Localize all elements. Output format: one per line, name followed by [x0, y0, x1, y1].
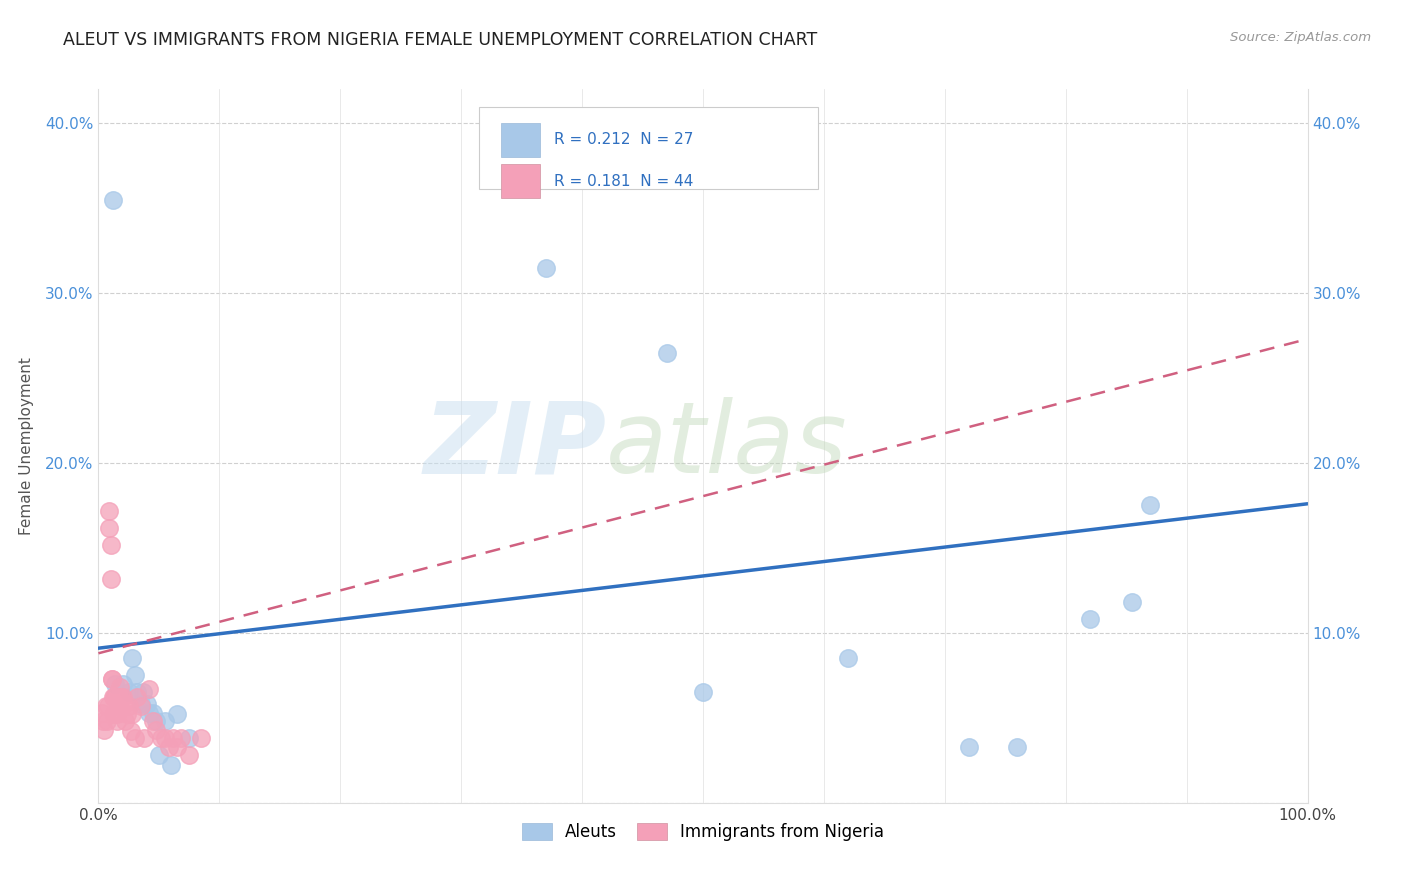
Point — [692, 685, 714, 699]
Point — [91, 714, 114, 729]
Point — [96, 714, 118, 729]
Point — [107, 698, 129, 713]
Point — [129, 698, 152, 712]
Point — [114, 714, 136, 729]
Point — [1007, 739, 1029, 754]
Point — [108, 680, 131, 694]
Point — [94, 698, 117, 713]
Point — [166, 739, 188, 754]
Point — [179, 748, 201, 763]
Point — [1139, 499, 1161, 513]
Legend: Aleuts, Immigrants from Nigeria: Aleuts, Immigrants from Nigeria — [515, 816, 891, 848]
Point — [105, 714, 128, 729]
Point — [190, 731, 212, 746]
Point — [97, 698, 120, 713]
Point — [103, 690, 125, 705]
Point — [138, 681, 160, 696]
Point — [837, 651, 859, 665]
Point — [132, 685, 155, 699]
Point — [127, 690, 149, 705]
Point — [111, 677, 134, 691]
Point — [1121, 595, 1143, 609]
Point — [121, 707, 143, 722]
Point — [124, 731, 146, 746]
Point — [118, 698, 141, 713]
Point — [142, 714, 165, 729]
Text: R = 0.212  N = 27: R = 0.212 N = 27 — [554, 132, 693, 147]
Point — [98, 503, 121, 517]
Text: atlas: atlas — [606, 398, 848, 494]
Point — [1078, 612, 1101, 626]
Point — [129, 698, 152, 713]
Point — [91, 706, 114, 720]
Bar — [501, 164, 540, 198]
Point — [110, 690, 132, 705]
Point — [108, 690, 131, 705]
Point — [117, 707, 139, 722]
Point — [103, 707, 125, 722]
Point — [179, 731, 201, 746]
Text: ALEUT VS IMMIGRANTS FROM NIGERIA FEMALE UNEMPLOYMENT CORRELATION CHART: ALEUT VS IMMIGRANTS FROM NIGERIA FEMALE … — [63, 31, 817, 49]
Point — [957, 739, 980, 754]
Point — [145, 714, 167, 729]
Text: ZIP: ZIP — [423, 398, 606, 494]
Point — [118, 685, 141, 699]
FancyBboxPatch shape — [479, 107, 818, 189]
Point — [93, 723, 115, 737]
Bar — [501, 123, 540, 157]
Text: Source: ZipAtlas.com: Source: ZipAtlas.com — [1230, 31, 1371, 45]
Point — [138, 706, 160, 720]
Point — [100, 537, 122, 551]
Point — [101, 193, 124, 207]
Point — [105, 707, 128, 722]
Point — [148, 748, 170, 763]
Point — [150, 731, 173, 746]
Point — [100, 672, 122, 686]
Point — [169, 731, 191, 746]
Y-axis label: Female Unemployment: Female Unemployment — [18, 357, 34, 535]
Point — [534, 260, 557, 275]
Point — [153, 714, 176, 729]
Point — [111, 690, 134, 705]
Point — [112, 698, 135, 712]
Point — [104, 677, 127, 691]
Point — [162, 731, 184, 746]
Point — [135, 698, 157, 712]
Point — [134, 731, 156, 746]
Point — [166, 707, 188, 722]
Point — [655, 345, 678, 359]
Point — [100, 572, 122, 586]
Point — [120, 724, 142, 739]
Point — [127, 685, 149, 699]
Point — [124, 668, 146, 682]
Point — [104, 690, 127, 705]
Point — [157, 739, 180, 754]
Point — [145, 723, 167, 737]
Point — [100, 672, 122, 686]
Point — [160, 758, 183, 772]
Point — [121, 651, 143, 665]
Point — [101, 690, 124, 705]
Point — [153, 731, 176, 746]
Point — [142, 706, 165, 720]
Point — [98, 520, 121, 534]
Text: R = 0.181  N = 44: R = 0.181 N = 44 — [554, 174, 693, 189]
